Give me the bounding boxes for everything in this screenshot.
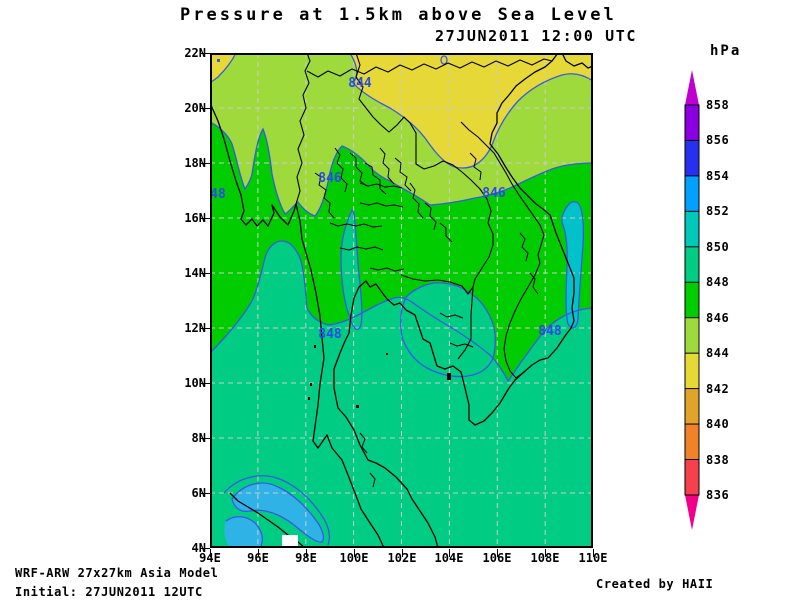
- contour-label-844: 844: [348, 76, 372, 91]
- colorbar-seg-852-854: [685, 175, 699, 212]
- pressure-contour-lines: [210, 53, 593, 547]
- colorbar-seg-840-842: [685, 388, 699, 425]
- valid-time-subtitle: 27JUN2011 12:00 UTC: [435, 27, 637, 45]
- colorbar-label-846: 846: [706, 311, 730, 325]
- colorbar-label-854: 854: [706, 169, 730, 183]
- axis-tick: [201, 163, 210, 164]
- lon-label-98e: 98E: [295, 551, 317, 565]
- init-time-line: Initial: 27JUN2011 12UTC: [15, 585, 203, 599]
- page-title: Pressure at 1.5km above Sea Level: [180, 5, 617, 25]
- colorbar-arrow-down: [685, 495, 699, 530]
- colorbar-label-858: 858: [706, 98, 730, 112]
- colorbar-seg-848-850: [685, 246, 699, 283]
- lat-label-20n: 20N: [184, 101, 206, 115]
- pressure-colorbar: [684, 70, 700, 530]
- axis-tick: [354, 549, 355, 557]
- axis-tick: [201, 383, 210, 384]
- lat-label-14n: 14N: [184, 266, 206, 280]
- fill-yellow-topright-842-844: [350, 53, 593, 168]
- lat-label-12n: 12N: [184, 321, 206, 335]
- fill-cyan-vietnam-850-852: [562, 201, 584, 328]
- colorbar-label-836: 836: [706, 488, 730, 502]
- axis-tick: [201, 218, 210, 219]
- pressure-map-canvas: 844 846 846 48 848 848: [210, 53, 593, 548]
- axis-tick: [201, 328, 210, 329]
- fill-teal-valley-848-850: [341, 210, 362, 330]
- axis-tick: [201, 493, 210, 494]
- colorbar-label-848: 848: [706, 275, 730, 289]
- colorbar-dividers: [684, 104, 700, 496]
- colorbar-seg-846-848: [685, 282, 699, 318]
- axis-tick: [201, 548, 210, 549]
- contour-label-848-west: 848: [318, 327, 342, 342]
- axis-tick: [402, 549, 403, 557]
- missing-data-box: [282, 535, 298, 548]
- colorbar-label-840: 840: [706, 417, 730, 431]
- lat-label-6n: 6N: [191, 486, 206, 500]
- lon-label-100e: 100E: [339, 551, 369, 565]
- coast-myanmar-peninsula-west: [210, 102, 385, 548]
- axis-tick: [306, 549, 307, 557]
- axis-tick: [201, 273, 210, 274]
- lat-label-18n: 18N: [184, 156, 206, 170]
- contour-label-846-west: 846: [318, 171, 342, 186]
- colorbar-seg-838-840: [685, 424, 699, 460]
- lat-label-4n: 4N: [191, 541, 206, 555]
- lon-label-104e: 104E: [434, 551, 464, 565]
- lat-label-16n: 16N: [184, 211, 206, 225]
- contour-label-848-clipped: 48: [210, 187, 226, 202]
- colorbar-label-842: 842: [706, 382, 730, 396]
- lon-label-94e: 94E: [199, 551, 221, 565]
- axis-tick: [201, 53, 210, 54]
- colorbar-seg-844-846: [685, 317, 699, 354]
- colorbar-label-838: 838: [706, 453, 730, 467]
- colorbar-arrow-up: [685, 70, 699, 105]
- province-borders: [314, 147, 539, 488]
- lon-label-96e: 96E: [247, 551, 269, 565]
- lat-label-22n: 22N: [184, 46, 206, 60]
- country-borders: [295, 53, 553, 379]
- colorbar-label-856: 856: [706, 133, 730, 147]
- colorbar-seg-854-856: [685, 140, 699, 176]
- lon-label-110e: 110E: [578, 551, 608, 565]
- colorbar-label-852: 852: [706, 204, 730, 218]
- colorbar-seg-836-838: [685, 459, 699, 495]
- credit-line: Created by HAII: [596, 577, 714, 591]
- fill-cyan-sumatra-lobe: [224, 516, 263, 548]
- contour-label-848-east: 848: [538, 324, 562, 339]
- axis-tick: [449, 549, 450, 557]
- axis-tick: [201, 108, 210, 109]
- colorbar-label-844: 844: [706, 346, 730, 360]
- lon-label-106e: 106E: [482, 551, 512, 565]
- axis-tick: [210, 549, 211, 557]
- fill-yellow-topleft-842-844: [210, 53, 236, 84]
- axis-tick: [201, 438, 210, 439]
- colorbar-seg-856-858: [685, 105, 699, 141]
- coast-gulf-vietnam: [333, 53, 575, 548]
- colorbar-seg-850-852: [685, 211, 699, 247]
- axis-tick: [497, 549, 498, 557]
- axis-tick: [545, 549, 546, 557]
- islands: [308, 345, 451, 408]
- map-frame: [210, 53, 593, 548]
- contour-label-846-east: 846: [482, 186, 506, 201]
- axis-tick: [258, 549, 259, 557]
- axis-tick: [593, 549, 594, 557]
- fill-cyan-sumatra-band: [232, 483, 324, 543]
- colorbar-label-850: 850: [706, 240, 730, 254]
- lat-label-10n: 10N: [184, 376, 206, 390]
- lat-label-8n: 8N: [191, 431, 206, 445]
- lon-label-108e: 108E: [530, 551, 560, 565]
- model-info-line: WRF-ARW 27x27km Asia Model: [15, 566, 219, 580]
- contour-value-labels: 844 846 846 48 848 848: [210, 76, 562, 342]
- lon-label-102e: 102E: [387, 551, 417, 565]
- coast-china-bit: [561, 53, 593, 69]
- colorbar-seg-842-844: [685, 353, 699, 389]
- colorbar-unit-label: hPa: [710, 43, 742, 59]
